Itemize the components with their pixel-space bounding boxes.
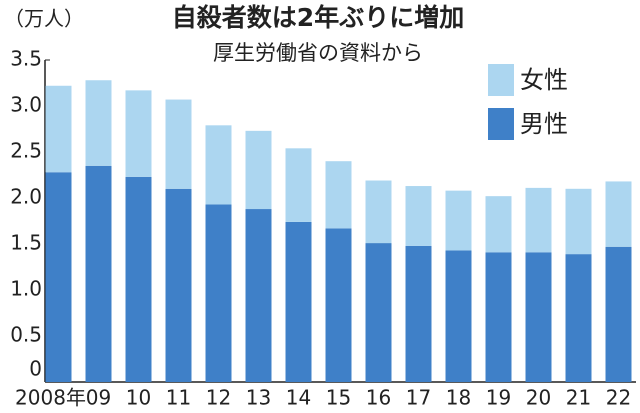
- bar-segment: [165, 99, 192, 189]
- x-tick-label: 22: [606, 386, 631, 410]
- bar-segment: [485, 252, 512, 382]
- bar-segment: [445, 250, 472, 382]
- x-tick-label: 13: [246, 386, 271, 410]
- bar-segment: [605, 181, 632, 247]
- x-tick-label: 11: [166, 386, 191, 410]
- x-tick-label: 10: [126, 386, 151, 410]
- bar-segment: [445, 190, 472, 251]
- y-tick-label: 3.0: [10, 93, 42, 117]
- legend-swatch: [488, 64, 514, 96]
- bar-segment: [405, 186, 432, 246]
- x-tick-label: 16: [366, 386, 391, 410]
- legend-swatch: [488, 108, 514, 140]
- bar-segment: [125, 90, 152, 177]
- x-tick-label: 19: [486, 386, 511, 410]
- bar-segment: [205, 125, 232, 205]
- x-tick-label: 17: [406, 386, 431, 410]
- y-tick-label: 2.5: [10, 139, 42, 163]
- bar-segment: [205, 204, 232, 382]
- y-tick-label: 2.0: [10, 185, 42, 209]
- y-tick-label: 0.5: [10, 323, 42, 347]
- bar-segment: [245, 209, 272, 382]
- legend-label: 女性: [520, 66, 568, 94]
- bar-segment: [365, 243, 392, 382]
- x-tick-label: 12: [206, 386, 231, 410]
- bar-segment: [325, 228, 352, 382]
- y-axis-unit: （万人）: [4, 7, 84, 31]
- bar-segment: [565, 254, 592, 382]
- bar-segment: [285, 221, 312, 382]
- y-tick-label: 1.0: [10, 277, 42, 301]
- y-tick-label: 0: [29, 357, 42, 381]
- chart-title: 自殺者数は2年ぶりに増加: [172, 3, 464, 32]
- bar-segment: [525, 252, 552, 382]
- bar-segment: [365, 180, 392, 244]
- bar-segment: [325, 161, 352, 229]
- bar-segment: [285, 148, 312, 222]
- bar-segment: [85, 165, 112, 382]
- legend-label: 男性: [520, 110, 568, 138]
- x-tick-label: 21: [566, 386, 591, 410]
- y-tick-label: 1.5: [10, 231, 42, 255]
- bar-segment: [485, 196, 512, 253]
- x-tick-label: 2008年: [15, 386, 86, 410]
- bar-segment: [525, 187, 552, 253]
- bar-segment: [565, 188, 592, 255]
- x-tick-label: 18: [446, 386, 471, 410]
- chart-subtitle: 厚生労働省の資料から: [213, 41, 423, 65]
- bar-segment: [45, 85, 72, 173]
- bar-segment: [605, 246, 632, 382]
- bar-segment: [45, 172, 72, 382]
- x-tick-label: 14: [286, 386, 311, 410]
- y-tick-label: 3.5: [10, 47, 42, 71]
- bar-segment: [245, 130, 272, 210]
- x-tick-label: 09: [86, 386, 111, 410]
- bar-segment: [405, 245, 432, 382]
- x-tick-label: 20: [526, 386, 551, 410]
- bar-segment: [85, 80, 112, 166]
- bar-segment: [125, 176, 152, 382]
- x-tick-label: 15: [326, 386, 351, 410]
- bar-segment: [165, 188, 192, 382]
